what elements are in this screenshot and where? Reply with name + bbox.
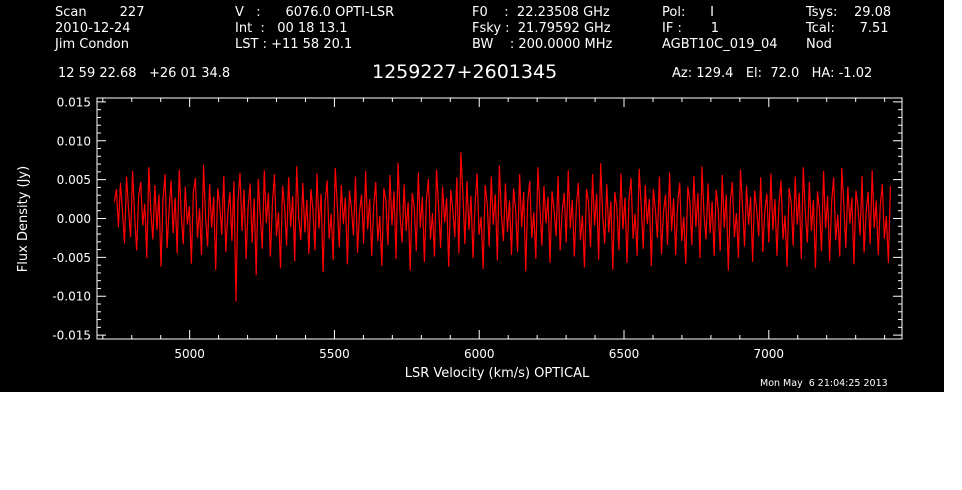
header-observer: Jim Condon [55, 37, 129, 52]
x-tick-label: 6000 [464, 347, 495, 361]
spectrum-trace [113, 152, 892, 302]
x-tick-label: 5500 [319, 347, 350, 361]
header-pol: Pol: I [662, 5, 714, 20]
header-integration: Int : 00 18 13.1 [235, 21, 348, 36]
header-tsys: Tsys: 29.08 [806, 5, 892, 20]
y-tick-label: -0.005 [52, 251, 91, 265]
y-tick-label: 0.000 [57, 212, 91, 226]
header-procedure: Nod [806, 37, 832, 52]
y-axis-label: Flux Density (Jy) [16, 166, 31, 272]
header-scan: Scan 227 [55, 5, 145, 20]
plot-panel [0, 0, 944, 392]
y-tick-label: 0.005 [57, 173, 91, 187]
header-velocity: V : 6076.0 OPTI-LSR [235, 5, 395, 20]
y-tick-label: 0.010 [57, 134, 91, 148]
y-tick-label: 0.015 [57, 95, 91, 109]
y-tick-label: -0.015 [52, 329, 91, 343]
header-fsky: Fsky : 21.79592 GHz [472, 21, 611, 36]
header-timestamp: Mon May 6 21:04:25 2013 [760, 378, 888, 389]
spectrum-chart: 5000 5500 6000 6500 7000 -0.015 -0.010 -0.005 0.… [16, 95, 903, 381]
header-f0: F0 : 22.23508 GHz [472, 5, 610, 20]
header-lst: LST : +11 58 20.1 [235, 37, 353, 52]
x-axis-label: LSR Velocity (km/s) OPTICAL [405, 366, 590, 381]
header-project: AGBT10C_019_04 [662, 37, 778, 52]
header-tcal: Tcal: 7.51 [806, 21, 889, 36]
header-source-name: 1259227+2601345 [372, 61, 558, 83]
x-tick-label: 5000 [174, 347, 205, 361]
y-tick-label: -0.010 [52, 290, 91, 304]
plot-frame [96, 97, 903, 340]
header-if: IF : 1 [662, 21, 720, 36]
header-date: 2010-12-24 [55, 21, 131, 36]
header-pointing: Az: 129.4 El: 72.0 HA: -1.02 [672, 66, 873, 81]
x-tick-label: 7000 [754, 347, 785, 361]
header-bw: BW : 200.0000 MHz [472, 37, 613, 52]
header-coords: 12 59 22.68 +26 01 34.8 [58, 66, 231, 81]
x-tick-label: 6500 [609, 347, 640, 361]
